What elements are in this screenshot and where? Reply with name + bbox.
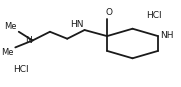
Text: O: O xyxy=(105,8,112,17)
Text: Me: Me xyxy=(1,48,14,57)
Text: HCl: HCl xyxy=(13,65,29,74)
Text: Me: Me xyxy=(5,22,17,31)
Text: NH: NH xyxy=(161,31,174,40)
Text: HCl: HCl xyxy=(146,11,162,20)
Text: HN: HN xyxy=(70,20,84,29)
Text: N: N xyxy=(25,36,32,45)
